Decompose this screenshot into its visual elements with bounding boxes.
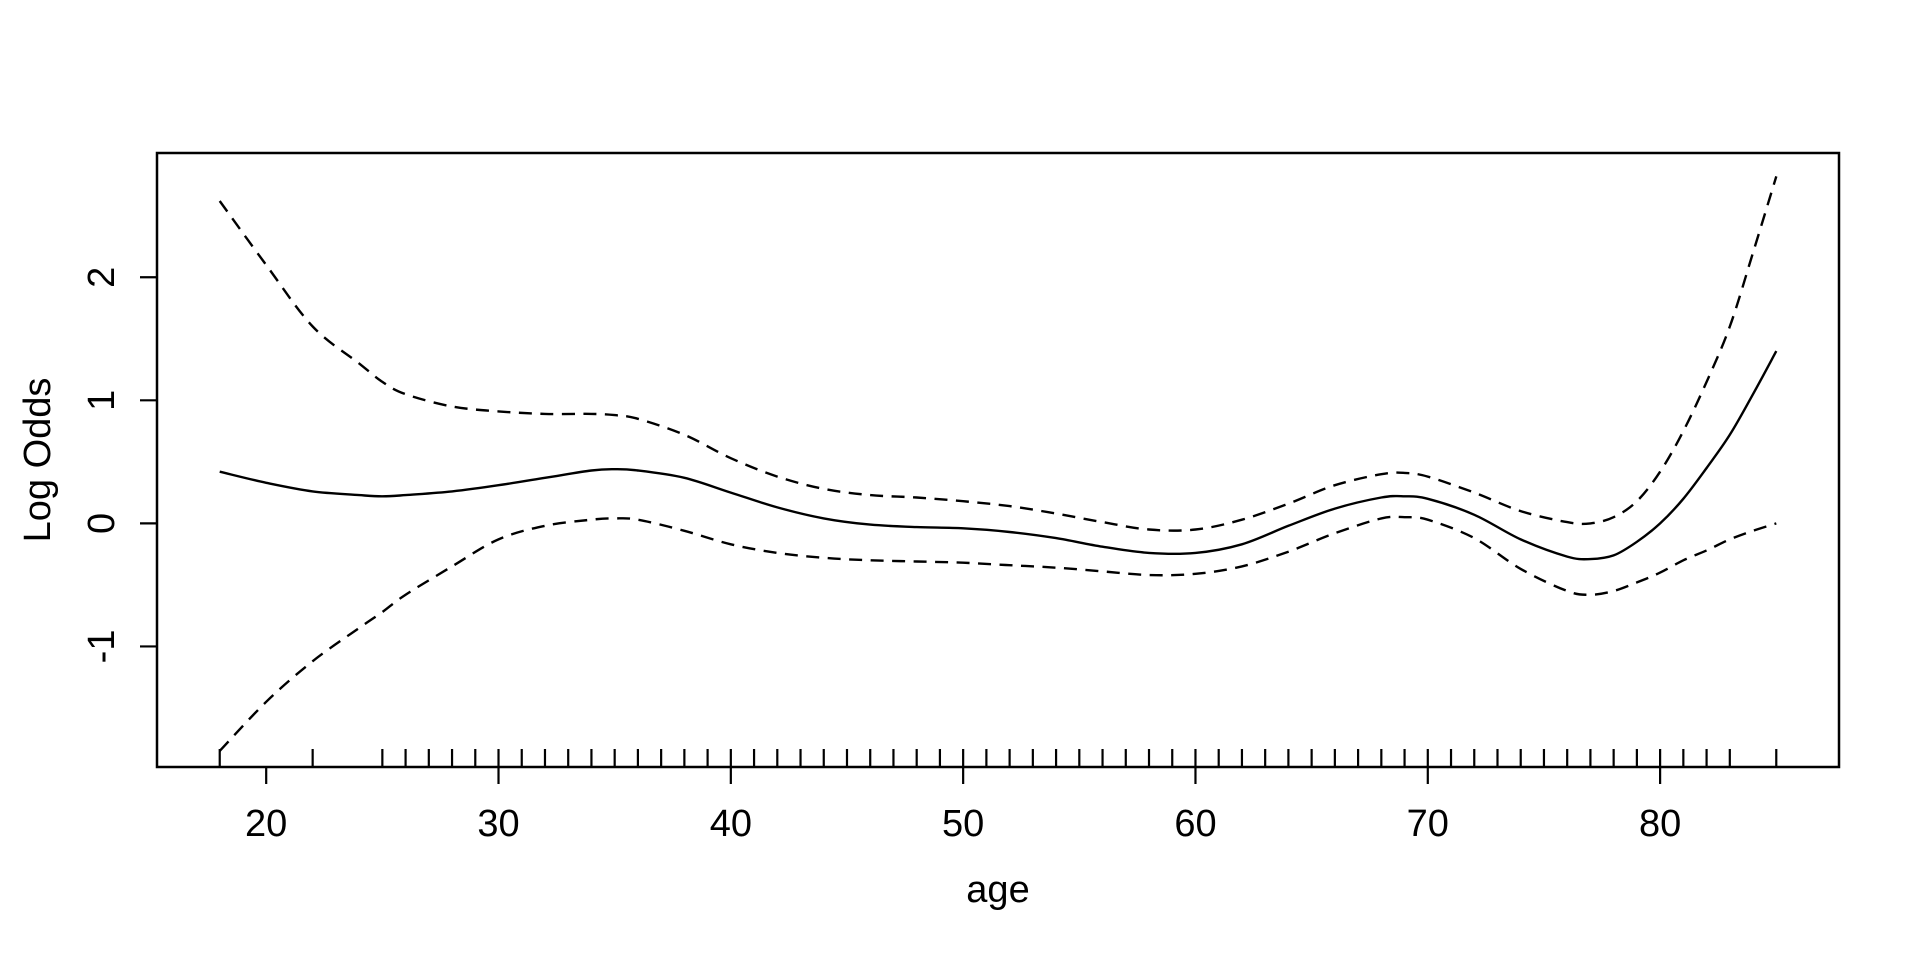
rug-marks [218, 749, 1778, 767]
fit-line [219, 350, 1778, 561]
y-tick-label-1: 1 [81, 390, 123, 411]
plot-box [155, 151, 1841, 769]
x-tick-label-70: 70 [1407, 803, 1449, 845]
y-axis: -1 0 1 2 [81, 267, 157, 664]
x-tick-label-20: 20 [245, 803, 287, 845]
x-tick-label-30: 30 [477, 803, 519, 845]
y-tick-label-0: 0 [81, 513, 123, 534]
lower-ci-line [218, 515, 1777, 752]
x-tick-label-40: 40 [710, 803, 752, 845]
x-axis-title: age [966, 869, 1029, 911]
x-tick-label-80: 80 [1639, 803, 1681, 845]
y-axis-title: Log Odds [17, 378, 59, 543]
x-tick-label-50: 50 [942, 803, 984, 845]
y-tick-label-2: 2 [81, 267, 123, 288]
upper-ci-line [218, 176, 1778, 532]
curves [218, 176, 1778, 752]
x-axis: 20 30 40 50 60 70 80 [245, 767, 1681, 845]
y-tick-label--1: -1 [81, 630, 123, 664]
x-tick-label-60: 60 [1174, 803, 1216, 845]
